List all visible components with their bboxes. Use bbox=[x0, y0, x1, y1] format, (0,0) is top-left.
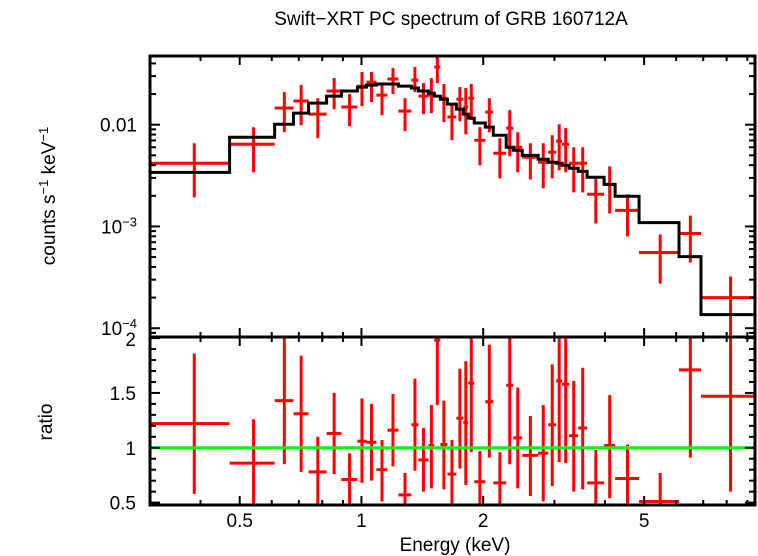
spectrum-model bbox=[150, 82, 755, 317]
ratio-data-point bbox=[569, 380, 579, 492]
ratio-data-point bbox=[434, 337, 441, 405]
spectrum-data-point bbox=[538, 143, 549, 189]
panel-frames bbox=[148, 54, 757, 507]
y-axis-label-part: counts s bbox=[39, 194, 60, 265]
ratio-data-point bbox=[366, 403, 377, 481]
ratio-y-axis-label: ratio bbox=[36, 404, 57, 441]
ratio-data-point bbox=[326, 392, 342, 475]
ratio-data-point bbox=[562, 337, 570, 464]
ratio-data-point bbox=[639, 472, 680, 505]
x-axis-label: Energy (keV) bbox=[400, 535, 511, 556]
ratio-data-point bbox=[447, 440, 457, 505]
spectrum-data-point bbox=[522, 143, 539, 180]
ratio-data-point bbox=[615, 444, 640, 505]
spectrum-data-point bbox=[376, 83, 388, 116]
ratio-data-point bbox=[506, 337, 514, 465]
ratio-data-point bbox=[679, 337, 701, 458]
ratio-data-point bbox=[474, 451, 486, 505]
spectrum-data-point bbox=[398, 98, 412, 132]
y-axis-label-exponent: −1 bbox=[36, 127, 51, 142]
ratio-data-point bbox=[229, 419, 275, 505]
ratio-data-point bbox=[522, 415, 539, 497]
y-tick-label-base: 10 bbox=[101, 319, 122, 340]
spectrum-data-point bbox=[639, 234, 680, 284]
ratio-data-point bbox=[538, 404, 549, 502]
ratio-data-point bbox=[578, 367, 588, 490]
ratio-data-point bbox=[357, 398, 367, 483]
spectrum-data-point bbox=[463, 88, 469, 135]
ratio-panel-frame bbox=[148, 335, 757, 507]
chart-title: Swift−XRT PC spectrum of GRB 160712A bbox=[274, 9, 628, 30]
spectrum-data-point bbox=[366, 72, 377, 103]
ratio-data-point bbox=[150, 353, 230, 494]
ratio-data-points bbox=[150, 337, 756, 505]
spectrum-data-point bbox=[493, 138, 507, 179]
ratio-y-tick-label: 2 bbox=[125, 330, 136, 351]
spectrum-data-point bbox=[308, 98, 327, 139]
spectrum-data-point bbox=[679, 215, 701, 263]
model-step-line bbox=[150, 82, 755, 317]
spectrum-data-point bbox=[587, 178, 605, 224]
spectrum-data-point bbox=[474, 127, 486, 166]
y-tick-label-exponent: −4 bbox=[122, 316, 137, 331]
y-tick-label-base: 0.01 bbox=[100, 116, 137, 137]
ratio-data-point bbox=[456, 368, 464, 469]
ratio-data-point bbox=[700, 337, 756, 492]
ratio-data-point bbox=[463, 361, 469, 486]
spectrum-data-point bbox=[150, 143, 230, 198]
ratio-data-point bbox=[376, 440, 388, 502]
spectrum-data-point bbox=[387, 68, 399, 95]
spectrum-data-point bbox=[456, 87, 464, 122]
ratio-data-point bbox=[485, 344, 494, 458]
spectrum-data-point bbox=[468, 84, 475, 121]
ratio-data-point bbox=[398, 472, 412, 505]
spectrum-data-point bbox=[326, 78, 342, 110]
spectrum-data-point bbox=[447, 103, 457, 141]
spectrum-data-point bbox=[434, 56, 441, 84]
spectrum-data-point bbox=[700, 276, 756, 337]
spectrum-y-tick-label: 10−4 bbox=[101, 316, 137, 340]
ratio-data-point bbox=[493, 452, 507, 505]
ratio-data-point bbox=[513, 387, 523, 489]
ratio-data-point bbox=[440, 400, 448, 490]
spectrum-data-point bbox=[341, 94, 358, 127]
spectrum-data-point bbox=[615, 194, 640, 237]
x-tick-label: 5 bbox=[639, 511, 650, 532]
ratio-y-tick-label: 1.5 bbox=[110, 384, 136, 405]
y-tick-label-base: 10 bbox=[101, 217, 122, 238]
ratio-data-point bbox=[411, 378, 419, 471]
ratio-data-point bbox=[587, 449, 605, 505]
ratio-data-point bbox=[548, 364, 557, 487]
ratio-data-point bbox=[341, 453, 358, 505]
spectrum-y-axis-label: counts s−1 keV−1 bbox=[36, 127, 60, 265]
ratio-data-point bbox=[418, 428, 429, 492]
ratio-data-point bbox=[556, 337, 563, 463]
spectrum-y-tick-label: 10−3 bbox=[101, 214, 137, 238]
x-tick-label: 0.5 bbox=[227, 511, 253, 532]
ratio-data-point bbox=[274, 337, 294, 465]
ratio-data-point bbox=[387, 394, 399, 467]
y-tick-label-exponent: −3 bbox=[122, 214, 137, 229]
spectrum-data-point bbox=[548, 135, 557, 179]
x-tick-label: 1 bbox=[356, 511, 367, 532]
spectrum-data-points bbox=[150, 56, 756, 337]
spectrum-data-point bbox=[293, 85, 309, 126]
ratio-data-point bbox=[293, 355, 309, 472]
x-tick-label: 2 bbox=[478, 511, 489, 532]
spectrum-data-point bbox=[418, 83, 429, 115]
y-axis-label-part: keV bbox=[39, 141, 60, 179]
ratio-y-tick-label: 0.5 bbox=[110, 494, 136, 515]
spectrum-data-point bbox=[229, 127, 275, 173]
spectrum-data-point bbox=[569, 147, 579, 193]
ratio-y-tick-label: 1 bbox=[125, 439, 136, 460]
ratio-data-point bbox=[468, 337, 475, 453]
spectrum-y-axis-label-text: counts s−1 keV−1 bbox=[36, 127, 60, 265]
y-axis-label-exponent: −1 bbox=[36, 180, 51, 195]
spectrum-y-tick-label: 0.01 bbox=[100, 116, 137, 137]
